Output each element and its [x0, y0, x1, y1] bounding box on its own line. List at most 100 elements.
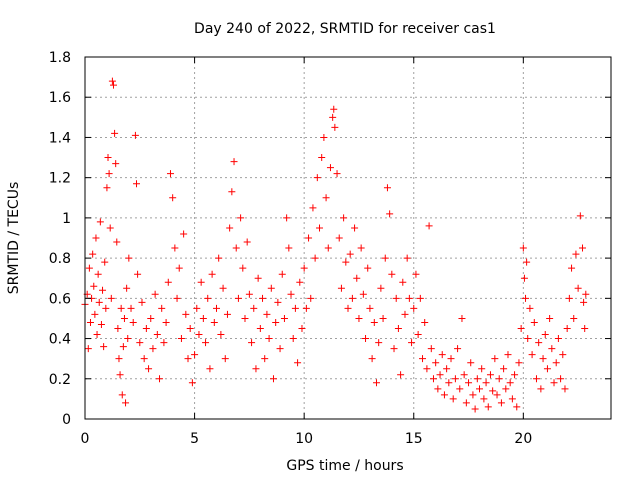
data-point [145, 365, 153, 373]
data-point [252, 365, 260, 373]
data-point [259, 294, 267, 302]
data-point [138, 298, 146, 306]
data-point [206, 365, 214, 373]
data-point [362, 335, 370, 343]
data-point [554, 335, 562, 343]
data-point [213, 304, 220, 312]
data-point [265, 335, 273, 343]
data-point [291, 304, 299, 312]
data-point [318, 154, 326, 162]
x-tick-label: 5 [190, 431, 199, 447]
data-point [84, 345, 92, 353]
data-point [508, 395, 516, 403]
x-axis-label: GPS time / hours [286, 458, 403, 474]
data-point [96, 218, 104, 226]
data-point [559, 351, 567, 359]
data-point [454, 345, 462, 353]
data-point [142, 325, 150, 332]
data-point [500, 365, 508, 373]
x-tick-label: 10 [295, 431, 313, 447]
data-point [522, 294, 530, 302]
data-point [460, 371, 468, 379]
data-point [313, 174, 321, 182]
data-point [230, 158, 238, 166]
data-point [370, 318, 378, 326]
data-point [579, 244, 587, 252]
data-point [364, 264, 372, 272]
data-point [532, 375, 540, 383]
data-point [530, 318, 538, 326]
data-point [93, 331, 101, 339]
y-axis-label: SRMTID / TECUs [6, 182, 22, 295]
data-point [568, 264, 576, 272]
data-point [232, 244, 240, 252]
data-point [287, 290, 295, 298]
x-tick-label: 20 [514, 431, 532, 447]
data-point [342, 258, 350, 266]
x-tick-label: 15 [405, 431, 423, 447]
data-point [392, 294, 400, 302]
data-point [311, 254, 319, 262]
data-point [102, 304, 110, 312]
data-point [456, 385, 464, 393]
data-point [519, 244, 527, 252]
data-point [324, 244, 332, 252]
data-point [85, 264, 93, 272]
data-point [180, 230, 188, 238]
data-point [580, 298, 588, 306]
data-point [478, 365, 486, 373]
data-point [208, 270, 216, 278]
data-point [383, 184, 391, 192]
data-point [316, 224, 324, 232]
data-point [526, 304, 534, 312]
data-point [381, 254, 389, 262]
data-point [241, 314, 249, 322]
data-point [473, 375, 481, 383]
data-point [489, 387, 497, 395]
data-point [366, 304, 374, 312]
data-point [116, 371, 124, 379]
data-point [217, 331, 225, 339]
data-point [204, 294, 212, 302]
data-point [480, 395, 488, 403]
data-point [89, 250, 97, 258]
y-tick-label: 0.6 [49, 291, 71, 307]
data-point [118, 391, 126, 399]
data-point [408, 339, 416, 347]
data-point [482, 379, 490, 387]
data-point [432, 359, 440, 367]
data-point [357, 244, 365, 252]
y-tick-label: 1.6 [49, 90, 71, 106]
data-point [239, 264, 247, 272]
data-point [117, 304, 125, 312]
data-point [386, 210, 394, 218]
data-point [372, 379, 380, 387]
data-point [302, 304, 310, 312]
x-tick-label: 0 [81, 431, 90, 447]
data-point [122, 399, 130, 407]
data-point [351, 224, 359, 232]
data-point [377, 284, 385, 292]
data-point [388, 270, 396, 278]
data-point [322, 194, 330, 202]
data-point [162, 318, 170, 326]
data-point [274, 298, 282, 306]
data-point [166, 170, 174, 178]
data-point [517, 325, 525, 332]
data-point [289, 335, 297, 343]
data-point [403, 254, 411, 262]
data-point [462, 399, 470, 407]
data-point [331, 123, 339, 131]
data-point [134, 270, 142, 278]
y-tick-label: 0.2 [49, 372, 71, 388]
data-point [563, 325, 571, 332]
data-point [493, 391, 501, 399]
data-point [436, 371, 444, 379]
data-point [101, 258, 109, 266]
data-point [92, 234, 100, 242]
data-point [169, 194, 177, 202]
data-point [280, 314, 288, 322]
data-point [504, 351, 512, 359]
data-point [565, 294, 573, 302]
data-point [307, 294, 315, 302]
